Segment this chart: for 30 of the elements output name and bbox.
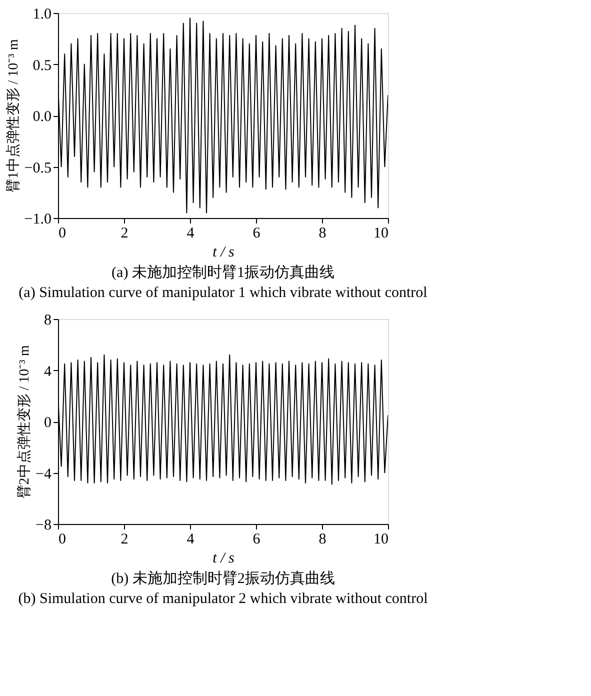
y-tick-label: 8 — [44, 312, 52, 328]
y-tick-label: −1.0 — [24, 212, 52, 228]
x-axis-title: t / s — [212, 244, 234, 260]
x-tick-label: 10 — [374, 226, 388, 242]
y-tick-label: −4 — [36, 466, 52, 482]
y-tick-label: −0.5 — [24, 160, 52, 176]
text: (a) 未施加控制时臂1振动仿真曲线 — [112, 264, 334, 281]
x-tick-label: 10 — [374, 532, 388, 548]
y-tick-label: 4 — [44, 364, 52, 380]
x-tick-label: 2 — [120, 532, 128, 548]
x-tick-label: 6 — [252, 226, 261, 242]
x-tick-label: 0 — [58, 226, 66, 242]
y-tick-label: −8 — [36, 518, 52, 534]
x-tick-label: 6 — [252, 532, 261, 548]
x-tick-label: 8 — [318, 226, 326, 242]
x-tick-label: 4 — [186, 532, 195, 548]
text: (a) Simulation curve of manipulator 1 which vibrate without control — [18, 285, 428, 301]
y-tick-label: 0.0 — [32, 109, 52, 125]
y-tick-label: 0.5 — [32, 58, 52, 74]
y-tick-label: 0 — [44, 415, 52, 431]
y-axis-title: 臂1中点弹性变形 / 10⁻³ m — [5, 39, 22, 193]
y-tick-label: 1.0 — [32, 6, 52, 22]
x-tick-label: 0 — [58, 532, 66, 548]
text: (b) 未施加控制时臂2振动仿真曲线 — [111, 570, 335, 587]
x-axis-title: t / s — [212, 550, 234, 566]
x-tick-label: 8 — [318, 532, 326, 548]
x-tick-label: 4 — [186, 226, 195, 242]
y-axis-title: 臂2中点弹性变形 / 10⁻³ m — [16, 345, 33, 499]
x-tick-label: 2 — [120, 226, 128, 242]
text: (b) Simulation curve of manipulator 2 which vibrate without control — [18, 591, 428, 607]
